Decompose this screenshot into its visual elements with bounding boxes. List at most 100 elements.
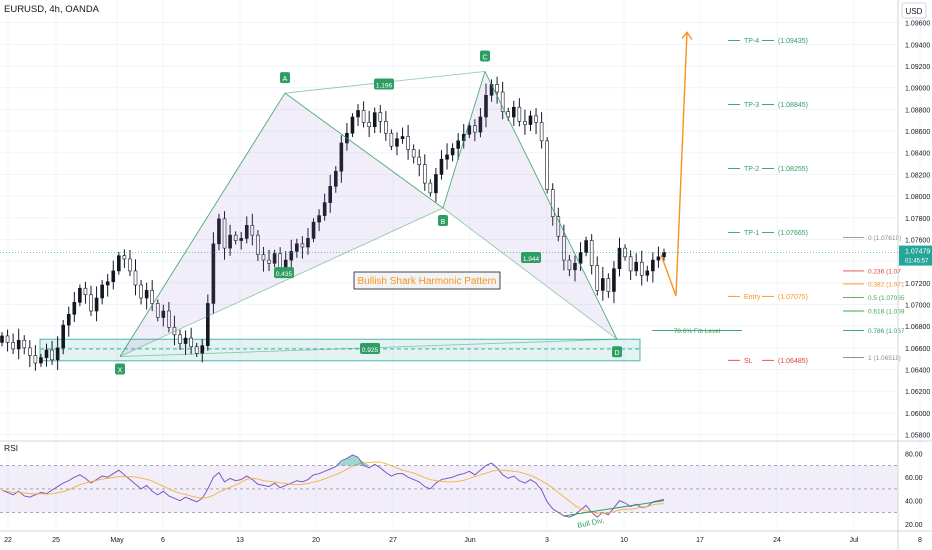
- rsi-line: [1, 454, 665, 518]
- harmonic-pattern: X A B C D 1.196 0.435 1.944 0.925 Bullish Shark H…: [115, 31, 742, 375]
- ratio-label: 0.435: [276, 271, 293, 278]
- candle-body: [94, 297, 99, 312]
- candle-body: [617, 247, 622, 270]
- rsi-tick-label: 80.00: [905, 452, 923, 459]
- time-tick-label: 17: [696, 537, 704, 544]
- candle-body: [11, 342, 15, 350]
- time-tick-label: 13: [236, 537, 244, 544]
- time-tick-label: 24: [773, 537, 781, 544]
- candle-body: [623, 247, 627, 258]
- candle-body: [322, 202, 327, 216]
- candle-body: [222, 218, 227, 249]
- symbol-title[interactable]: EURUSD, 4h, OANDA: [4, 4, 100, 15]
- price-tick-label: 1.06200: [905, 389, 930, 396]
- fib-label: 0 (1.07619): [868, 235, 901, 242]
- candle-body: [78, 287, 82, 303]
- candle-body: [83, 287, 88, 296]
- price-tick-label: 1.08400: [905, 151, 930, 158]
- price-tick-label: 1.08000: [905, 194, 930, 201]
- candle-body: [367, 122, 371, 128]
- candle-body: [161, 310, 166, 318]
- candle-body: [495, 84, 499, 93]
- candle-body: [517, 106, 522, 122]
- price-tick-label: 1.06400: [905, 368, 930, 375]
- candle-body: [239, 238, 244, 241]
- candle-body: [22, 339, 27, 349]
- price-tick-label: 1.09200: [905, 64, 930, 71]
- candle-body: [233, 234, 238, 241]
- candle-body: [0, 335, 4, 343]
- currency-box[interactable]: [901, 2, 927, 19]
- point-label: D: [614, 350, 619, 357]
- point-label: C: [482, 54, 487, 61]
- price-tick-label: 1.08600: [905, 129, 930, 136]
- price-tick-label: 1.07000: [905, 303, 930, 310]
- candle-body: [656, 256, 661, 261]
- time-tick-label: 20: [312, 537, 320, 544]
- candle-body: [122, 255, 127, 260]
- candle-body: [389, 132, 394, 147]
- candle-body: [250, 225, 255, 236]
- bull-div-line: [563, 500, 665, 517]
- time-tick-label: 10: [620, 537, 628, 544]
- candle-body: [328, 186, 333, 203]
- pattern-leg: [484, 71, 618, 340]
- candle-body: [155, 303, 160, 318]
- candle-body: [306, 238, 310, 248]
- candle-body: [206, 303, 210, 346]
- ratio-marker: [521, 251, 541, 263]
- candle-body: [612, 268, 616, 292]
- countdown-text: 01:45:57: [905, 259, 929, 265]
- point-label: X: [118, 368, 123, 375]
- candle-body: [361, 110, 366, 123]
- target-name: TP-1: [744, 230, 759, 237]
- candle-body: [311, 221, 316, 239]
- candle-body: [72, 302, 77, 315]
- ratio-label: 1.944: [523, 256, 540, 263]
- point-label: B: [441, 219, 446, 226]
- pattern-title: Bullish Shark Harmonic Pattern: [358, 276, 497, 287]
- candle-body: [356, 110, 360, 118]
- candle-body: [33, 355, 38, 364]
- time-tick-label: 3: [545, 537, 549, 544]
- price-tick-label: 1.09400: [905, 42, 930, 49]
- time-tick-label: 22: [4, 537, 12, 544]
- candle-body: [111, 270, 116, 283]
- candle-body: [267, 259, 271, 264]
- price-tick-label: 1.08800: [905, 107, 930, 114]
- price-tick-label: 1.06800: [905, 324, 930, 331]
- candle-body: [606, 278, 611, 292]
- candle-body: [473, 125, 477, 133]
- candle-body: [256, 234, 260, 255]
- last-price-text: 1.07479: [905, 249, 930, 256]
- candle-body: [584, 240, 588, 253]
- rsi-title[interactable]: RSI: [4, 443, 18, 453]
- candle-body: [534, 115, 538, 123]
- candle-body: [183, 337, 188, 344]
- candle-body: [66, 313, 71, 326]
- fib-levels: 0 (1.07619) 0.236 (1.07 0.382 (1.071 0.5 (1…: [843, 235, 905, 362]
- candle-body: [601, 278, 605, 291]
- point-marker: [280, 72, 290, 84]
- rsi-overbought-fill: [335, 454, 370, 466]
- candle-body: [539, 122, 544, 142]
- time-tick-label: 27: [389, 537, 397, 544]
- candle-body: [400, 136, 405, 139]
- time-tick-label: 8: [918, 537, 922, 544]
- candle-body: [411, 149, 416, 158]
- candle-body: [595, 265, 600, 291]
- candle-body: [317, 215, 321, 223]
- candle-body: [272, 253, 277, 264]
- target-levels: TP-4 (1.09435) TP-3 (1.08845) TP-2 (1.08255) T…: [728, 38, 808, 365]
- target-value: (1.06485): [778, 358, 808, 365]
- candle-body: [395, 138, 399, 147]
- fib-label: 0.5 (1.07065: [868, 295, 905, 302]
- price-tick-label: 1.07800: [905, 216, 930, 223]
- pattern-leg: [119, 207, 444, 357]
- candle-body: [511, 106, 516, 118]
- candle-body: [228, 234, 232, 249]
- candle-body: [434, 174, 438, 194]
- target-value: (1.07665): [778, 230, 808, 237]
